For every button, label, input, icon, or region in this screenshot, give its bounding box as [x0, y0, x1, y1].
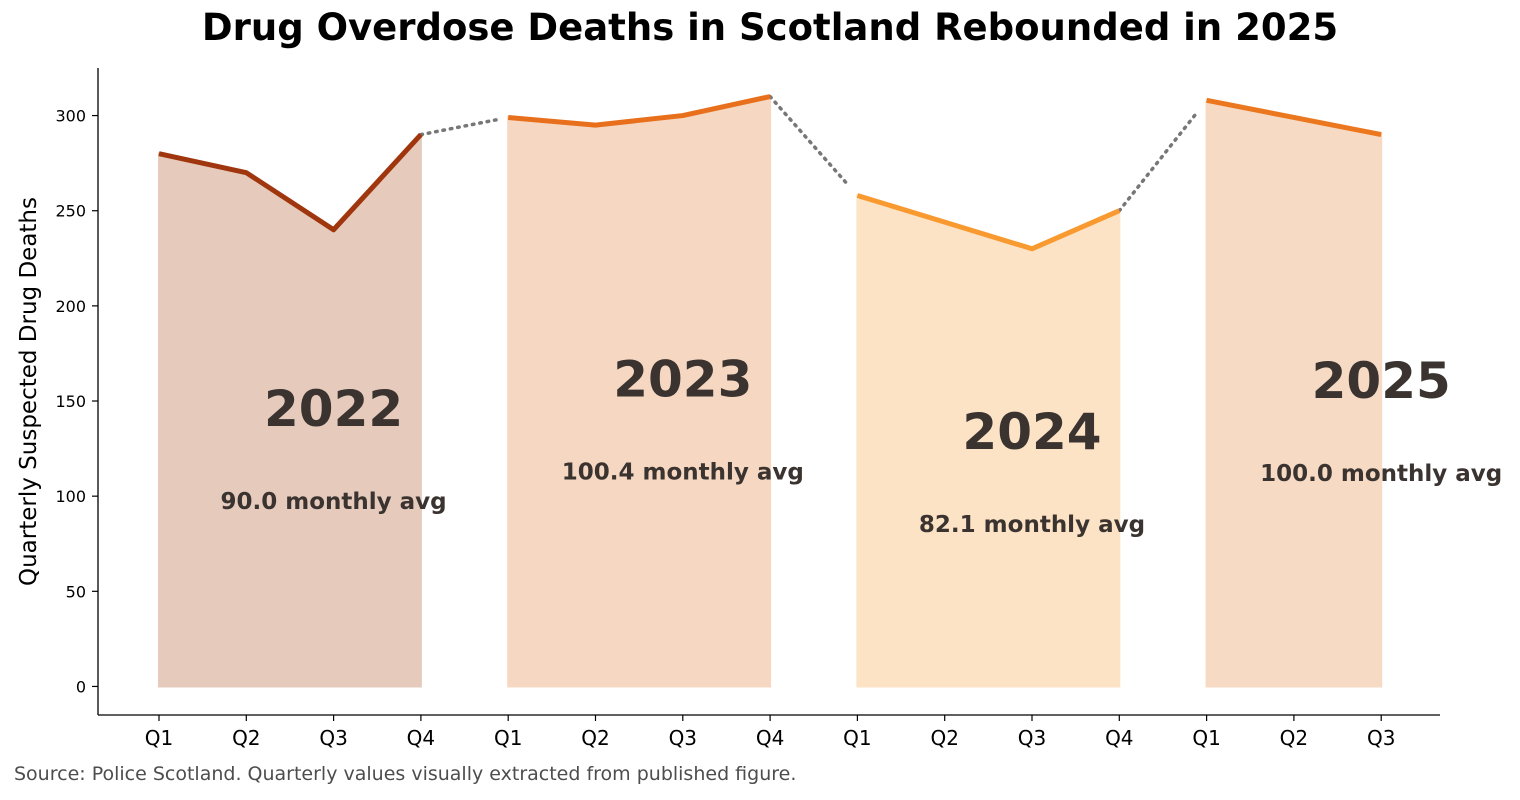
year-label-2022: 2022 — [264, 380, 403, 438]
line-2024 — [856, 193, 1121, 252]
x-tick-label-2023-Q1: Q1 — [494, 726, 522, 750]
y-tick-label-250: 250 — [55, 202, 86, 221]
x-tick-label-2024-Q4: Q4 — [1105, 726, 1133, 750]
avg-label-2022: 90.0 monthly avg — [221, 489, 447, 515]
x-tick-label-2023-Q3: Q3 — [669, 726, 697, 750]
year-label-2023: 2023 — [613, 350, 752, 408]
avg-label-2025: 100.0 monthly avg — [1260, 461, 1502, 487]
connector-2024-2025 — [1117, 109, 1200, 213]
x-tick-label-2022-Q2: Q2 — [232, 726, 260, 750]
avg-label-2024: 82.1 monthly avg — [919, 512, 1145, 538]
y-axis-label: Quarterly Suspected Drug Deaths — [16, 197, 42, 586]
x-tick-label-2022-Q1: Q1 — [145, 726, 173, 750]
x-tick-label-2025-Q3: Q3 — [1367, 726, 1395, 750]
y-tick-label-200: 200 — [55, 297, 86, 316]
x-tick-label-2025-Q1: Q1 — [1192, 726, 1220, 750]
chart-title: Drug Overdose Deaths in Scotland Rebound… — [201, 6, 1339, 49]
y-tick-label-50: 50 — [66, 582, 86, 601]
avg-label-2023: 100.4 monthly avg — [562, 459, 804, 485]
x-tick-label-2024-Q2: Q2 — [930, 726, 958, 750]
gap-2022-2023 — [422, 58, 507, 713]
x-tick-label-2024-Q1: Q1 — [843, 726, 871, 750]
line-2023 — [507, 94, 771, 128]
x-tick-label-2022-Q4: Q4 — [407, 726, 435, 750]
y-tick-label-150: 150 — [55, 392, 86, 411]
x-tick-label-2023-Q4: Q4 — [756, 726, 784, 750]
x-tick-label-2023-Q2: Q2 — [581, 726, 609, 750]
gap-2023-2024 — [772, 58, 856, 713]
y-tick-label-100: 100 — [55, 487, 86, 506]
x-tick-label-2022-Q3: Q3 — [319, 726, 347, 750]
x-tick-label-2024-Q3: Q3 — [1018, 726, 1046, 750]
year-label-2025: 2025 — [1312, 352, 1451, 410]
line-2022 — [158, 132, 423, 233]
source-note: Source: Police Scotland. Quarterly value… — [14, 763, 797, 785]
connector-2023-2024 — [768, 94, 851, 188]
y-tick-label-0: 0 — [76, 677, 86, 696]
year-label-2024: 2024 — [962, 403, 1101, 461]
x-tick-label-2025-Q2: Q2 — [1280, 726, 1308, 750]
y-tick-label-300: 300 — [55, 107, 86, 126]
connector-2022-2023 — [419, 117, 502, 137]
gap-2024-2025 — [1121, 58, 1205, 713]
